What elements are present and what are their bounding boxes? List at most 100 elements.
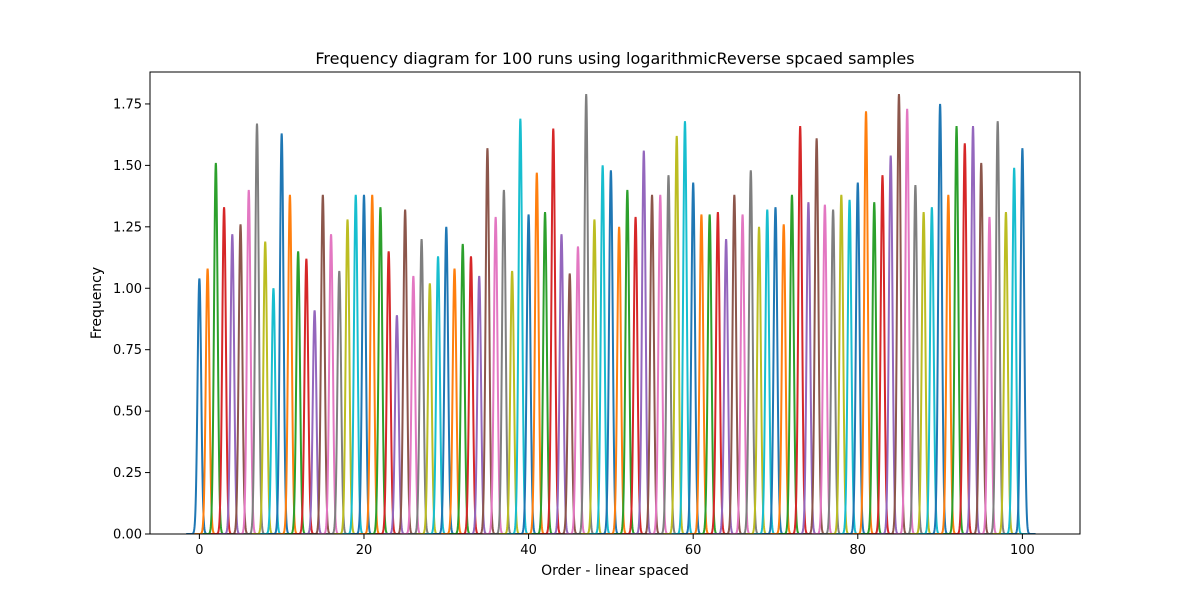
series-line-16 xyxy=(317,234,345,534)
x-axis: 0 20 40 60 80 100 xyxy=(195,534,1035,558)
series-line-35 xyxy=(474,148,501,534)
series-line-9 xyxy=(260,288,287,534)
series-line-60 xyxy=(680,182,707,534)
series-line-51 xyxy=(605,226,633,534)
series-line-2 xyxy=(202,162,230,534)
series-line-63 xyxy=(704,211,732,534)
series-line-41 xyxy=(523,172,550,534)
series-line-85 xyxy=(885,94,913,534)
x-tick-label: 40 xyxy=(520,543,537,558)
series-line-15 xyxy=(309,194,336,534)
y-axis-label: Frequency xyxy=(89,267,105,339)
series-line-8 xyxy=(252,241,279,534)
series-line-28 xyxy=(416,283,443,534)
series-line-48 xyxy=(581,219,608,534)
series-line-22 xyxy=(367,207,394,534)
series-line-0 xyxy=(186,278,213,534)
series-line-44 xyxy=(548,234,575,534)
series-line-93 xyxy=(951,143,978,534)
series-line-42 xyxy=(531,211,559,534)
series-line-46 xyxy=(564,246,592,534)
series-line-86 xyxy=(894,108,921,534)
series-line-7 xyxy=(243,123,271,534)
series-line-30 xyxy=(433,226,460,534)
series-line-37 xyxy=(490,189,518,534)
x-tick-label: 0 xyxy=(195,543,203,558)
x-tick-label: 80 xyxy=(850,543,867,558)
series-line-90 xyxy=(926,103,954,534)
series-line-50 xyxy=(597,170,625,534)
series-line-79 xyxy=(836,199,863,534)
series-line-33 xyxy=(457,256,485,534)
series-line-25 xyxy=(391,209,419,534)
chart-title: Frequency diagram for 100 runs using log… xyxy=(315,49,914,68)
series-line-100 xyxy=(1009,148,1036,534)
series-line-69 xyxy=(754,209,781,534)
series-line-3 xyxy=(210,207,238,534)
series-line-17 xyxy=(326,270,353,534)
series-line-23 xyxy=(375,251,402,534)
series-line-87 xyxy=(902,184,929,534)
series-line-32 xyxy=(449,243,476,534)
series-line-24 xyxy=(383,315,411,534)
series-line-61 xyxy=(688,214,715,534)
series-line-84 xyxy=(877,155,904,534)
series-line-74 xyxy=(795,202,822,534)
x-tick-label: 60 xyxy=(685,543,702,558)
y-tick-label: 1.25 xyxy=(113,220,142,235)
series-layer xyxy=(186,94,1036,534)
series-line-5 xyxy=(227,224,254,534)
series-line-98 xyxy=(992,211,1020,534)
series-line-43 xyxy=(540,128,567,534)
series-line-99 xyxy=(1000,167,1028,534)
series-line-77 xyxy=(819,209,847,534)
series-line-21 xyxy=(359,194,386,534)
series-line-36 xyxy=(482,216,509,534)
series-line-64 xyxy=(712,239,740,534)
series-line-13 xyxy=(293,258,320,534)
series-line-39 xyxy=(507,118,534,534)
series-line-89 xyxy=(918,207,946,534)
series-line-54 xyxy=(630,150,657,534)
series-line-73 xyxy=(787,125,814,534)
x-tick-label: 100 xyxy=(1010,543,1035,558)
y-tick-label: 1.50 xyxy=(113,159,142,174)
series-line-18 xyxy=(334,219,361,534)
series-line-6 xyxy=(235,189,262,534)
series-line-65 xyxy=(721,194,748,534)
series-line-45 xyxy=(556,273,583,534)
series-line-47 xyxy=(573,94,600,534)
series-line-52 xyxy=(614,189,641,534)
series-line-82 xyxy=(861,202,888,534)
series-line-88 xyxy=(910,211,937,534)
y-tick-label: 0.50 xyxy=(113,405,142,420)
series-line-75 xyxy=(803,138,830,534)
series-line-72 xyxy=(778,194,806,534)
series-line-59 xyxy=(671,121,699,534)
series-line-97 xyxy=(984,121,1011,534)
series-line-40 xyxy=(515,214,542,534)
series-line-94 xyxy=(959,125,987,534)
series-line-66 xyxy=(729,214,756,534)
series-line-19 xyxy=(342,194,369,534)
series-line-14 xyxy=(301,310,328,534)
series-line-31 xyxy=(441,268,468,534)
y-tick-label: 1.75 xyxy=(113,97,142,112)
series-line-1 xyxy=(194,268,221,534)
series-line-27 xyxy=(408,239,435,534)
series-line-92 xyxy=(943,125,970,534)
y-tick-label: 0.25 xyxy=(113,466,142,481)
series-line-34 xyxy=(466,275,493,534)
series-line-53 xyxy=(622,216,649,534)
y-tick-label: 0.00 xyxy=(113,528,142,543)
series-line-55 xyxy=(638,194,666,534)
series-line-58 xyxy=(663,135,690,534)
series-line-12 xyxy=(284,251,312,534)
series-line-83 xyxy=(869,175,896,534)
series-line-81 xyxy=(852,111,880,534)
series-line-57 xyxy=(655,175,682,534)
series-line-91 xyxy=(935,194,962,534)
series-line-56 xyxy=(647,194,674,534)
series-line-80 xyxy=(844,182,871,534)
